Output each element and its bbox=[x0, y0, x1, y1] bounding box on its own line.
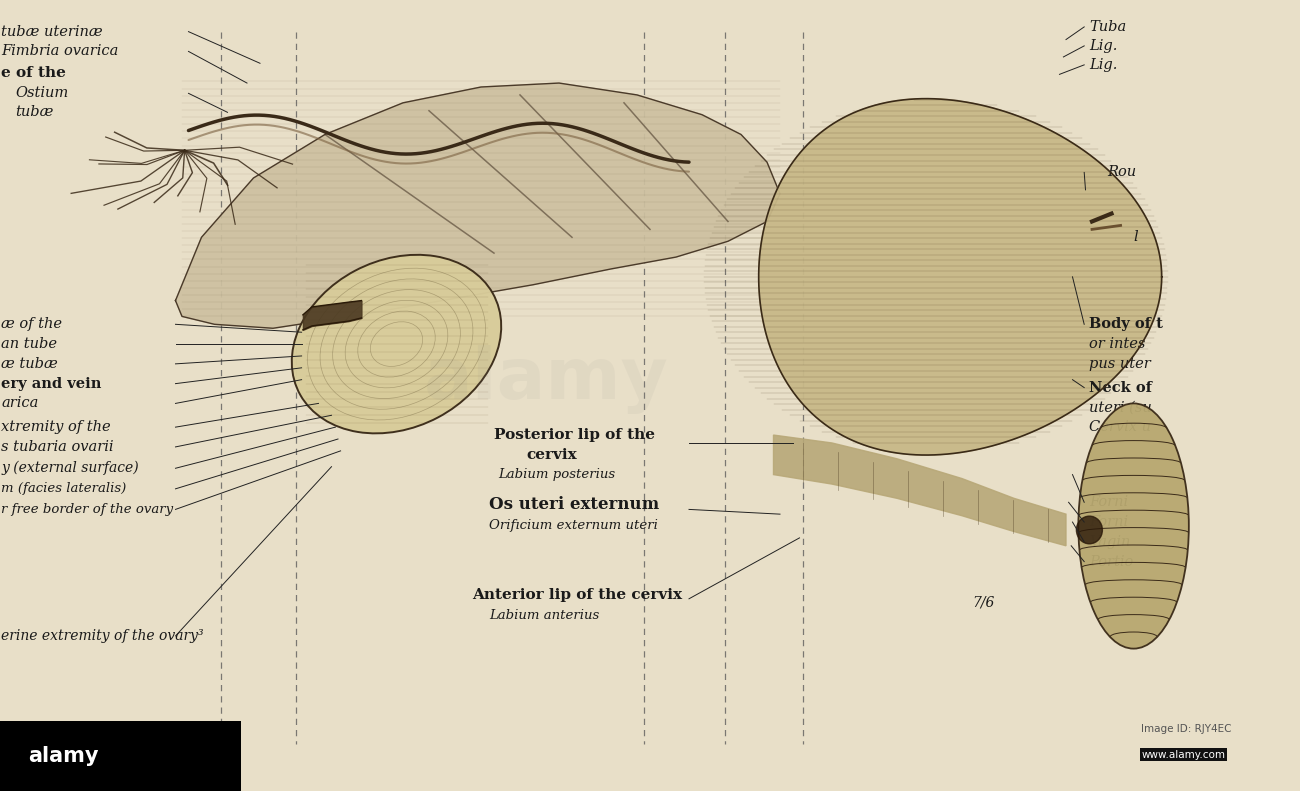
Text: tubæ: tubæ bbox=[16, 105, 55, 119]
Text: xtremity of the: xtremity of the bbox=[1, 420, 110, 434]
Text: y (external surface): y (external surface) bbox=[1, 461, 139, 475]
Polygon shape bbox=[759, 99, 1162, 455]
Text: alamy: alamy bbox=[29, 746, 99, 766]
Text: an tube: an tube bbox=[1, 337, 57, 351]
Text: Anterior lip of the cervix: Anterior lip of the cervix bbox=[472, 588, 682, 602]
Text: Fimbria ovarica: Fimbria ovarica bbox=[1, 44, 118, 59]
Text: Lig.: Lig. bbox=[1089, 58, 1118, 72]
Text: Tuba: Tuba bbox=[1089, 20, 1127, 34]
Text: Forni: Forni bbox=[1089, 495, 1128, 509]
Text: Labium posterius: Labium posterius bbox=[498, 468, 615, 481]
Text: www.alamy.com: www.alamy.com bbox=[1141, 750, 1226, 759]
Text: alamy: alamy bbox=[424, 345, 668, 414]
Text: tubæ uterinæ: tubæ uterinæ bbox=[1, 25, 103, 39]
Text: Rou: Rou bbox=[1108, 165, 1136, 180]
Text: r free border of the ovary: r free border of the ovary bbox=[1, 503, 173, 516]
Text: Labium anterius: Labium anterius bbox=[489, 609, 599, 622]
Polygon shape bbox=[774, 435, 1066, 546]
Polygon shape bbox=[176, 83, 780, 328]
Text: Lig.: Lig. bbox=[1089, 39, 1118, 53]
Text: pus uter: pus uter bbox=[1089, 357, 1150, 371]
Text: s tubaria ovarii: s tubaria ovarii bbox=[1, 440, 114, 454]
Ellipse shape bbox=[1078, 403, 1188, 649]
Text: Os uteri externum: Os uteri externum bbox=[489, 496, 659, 513]
Text: or intes: or intes bbox=[1089, 337, 1145, 351]
Text: Portio: Portio bbox=[1089, 554, 1134, 569]
Text: cervix: cervix bbox=[526, 448, 577, 462]
Text: m (facies lateralis): m (facies lateralis) bbox=[1, 483, 126, 495]
Text: arica: arica bbox=[1, 396, 39, 411]
Text: Neck of: Neck of bbox=[1089, 380, 1152, 395]
Text: Body of t: Body of t bbox=[1089, 317, 1164, 331]
Text: 7/6: 7/6 bbox=[972, 596, 994, 610]
Text: æ tubæ: æ tubæ bbox=[1, 357, 58, 371]
Text: Image ID: RJY4EC: Image ID: RJY4EC bbox=[1141, 725, 1232, 734]
Bar bbox=[0, 721, 240, 791]
Text: uteri (su: uteri (su bbox=[1089, 400, 1152, 414]
Text: Orifıcium externum uteri: Orifıcium externum uteri bbox=[489, 519, 658, 532]
Text: e of the: e of the bbox=[1, 66, 66, 80]
Text: l: l bbox=[1134, 230, 1139, 244]
Text: æ of the: æ of the bbox=[1, 317, 62, 331]
Ellipse shape bbox=[291, 255, 502, 433]
Text: Forni: Forni bbox=[1089, 515, 1128, 529]
Text: Posterior lip of the: Posterior lip of the bbox=[494, 428, 655, 442]
Text: Vagin: Vagin bbox=[1089, 535, 1131, 549]
Ellipse shape bbox=[1076, 516, 1102, 544]
Text: Cervix u: Cervix u bbox=[1089, 420, 1152, 434]
Text: erine extremity of the ovary³: erine extremity of the ovary³ bbox=[1, 629, 204, 643]
Text: Ostium: Ostium bbox=[16, 86, 69, 100]
Text: ery and vein: ery and vein bbox=[1, 377, 101, 391]
